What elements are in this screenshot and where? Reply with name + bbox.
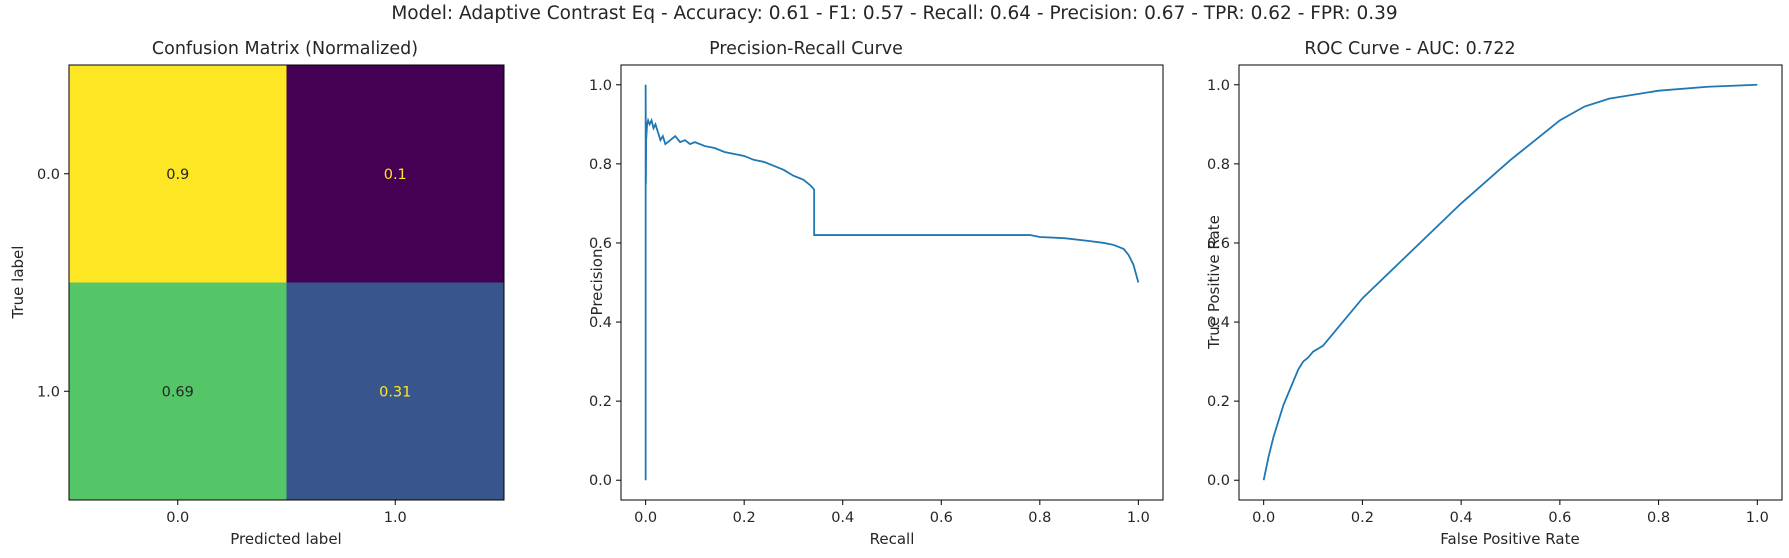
precision-recall-ylabel: Precision	[588, 249, 606, 316]
precision-recall-xlabel: Recall	[870, 530, 915, 548]
roc-xlabel: False Positive Rate	[1440, 530, 1579, 548]
y-tick-label: 0.4	[1207, 315, 1230, 331]
roc-line	[1262, 83, 1758, 481]
heatmap-cell	[286, 282, 504, 500]
confusion-matrix-panel: Confusion Matrix (Normalized) 0.9 0.1 0.69…	[9, 39, 505, 548]
y-tick-label: 1.0	[589, 78, 612, 94]
y-tick-label: 1.0	[1207, 78, 1230, 94]
y-tick-label: 0.4	[589, 315, 612, 331]
roc-ticks: 0.0 0.2 0.4 0.6 0.8 1.0 0.0 0.2 0.4 0.6 0.8 1.0	[1207, 78, 1769, 526]
figure-suptitle: Model: Adaptive Contrast Eq - Accuracy: …	[391, 3, 1398, 24]
x-tick-label: 1.0	[384, 510, 407, 526]
roc-title: ROC Curve - AUC: 0.722	[1304, 39, 1515, 59]
x-tick-label: 1.0	[1746, 510, 1769, 526]
roc-frame	[1238, 64, 1783, 501]
x-tick-label: 0.4	[831, 510, 854, 526]
precision-recall-frame	[620, 64, 1164, 501]
heatmap-cell-label: 0.9	[166, 167, 189, 183]
roc-ylabel: True Positive Rate	[1205, 215, 1223, 350]
confusion-matrix-frame	[68, 64, 505, 501]
y-tick-label: 0.6	[1207, 236, 1230, 252]
y-tick-label: 0.6	[589, 236, 612, 252]
x-tick-label: 0.2	[733, 510, 756, 526]
heatmap-cell-label: 0.1	[384, 167, 407, 183]
confusion-matrix-ylabel: True label	[9, 246, 27, 320]
y-tick-label: 0.2	[589, 394, 612, 410]
y-tick-label: 0.2	[1207, 394, 1230, 410]
precision-recall-panel: Precision-Recall Curve 0.0 0.2 0.4 0.6 0.8 1.…	[588, 39, 1164, 548]
confusion-matrix-ticks: 0.0 1.0 0.0 1.0	[37, 167, 407, 526]
precision-recall-ticks: 0.0 0.2 0.4 0.6 0.8 1.0 0.0 0.2 0.4 0.6 0.8 1.0	[589, 78, 1150, 526]
y-tick-label: 0.8	[1207, 157, 1230, 173]
x-tick-label: 0.6	[1548, 510, 1571, 526]
y-tick-label: 0.0	[37, 167, 60, 183]
x-tick-label: 0.4	[1450, 510, 1473, 526]
confusion-matrix-title: Confusion Matrix (Normalized)	[152, 39, 418, 59]
confusion-matrix-cells: 0.9 0.1 0.69 0.31	[69, 65, 504, 500]
heatmap-cell-label: 0.69	[162, 384, 194, 400]
x-tick-label: 0.6	[930, 510, 953, 526]
heatmap-cell	[286, 65, 504, 283]
x-tick-label: 1.0	[1127, 510, 1150, 526]
x-tick-label: 0.8	[1647, 510, 1670, 526]
x-tick-label: 0.8	[1028, 510, 1051, 526]
precision-recall-title: Precision-Recall Curve	[709, 39, 903, 59]
heatmap-cell-label: 0.31	[379, 384, 411, 400]
heatmap-cell	[69, 282, 287, 500]
y-tick-label: 0.0	[589, 473, 612, 489]
x-tick-label: 0.2	[1351, 510, 1374, 526]
confusion-matrix-xlabel: Predicted label	[230, 530, 341, 548]
roc-panel: ROC Curve - AUC: 0.722 0.0 0.2 0.4 0.6 0.8 1.…	[1205, 39, 1783, 548]
x-tick-label: 0.0	[1252, 510, 1275, 526]
heatmap-cell	[69, 65, 287, 283]
y-tick-label: 1.0	[37, 384, 60, 400]
x-tick-label: 0.0	[166, 510, 189, 526]
precision-recall-line	[644, 84, 1140, 481]
y-tick-label: 0.0	[1207, 473, 1230, 489]
x-tick-label: 0.0	[634, 510, 657, 526]
y-tick-label: 0.8	[589, 157, 612, 173]
